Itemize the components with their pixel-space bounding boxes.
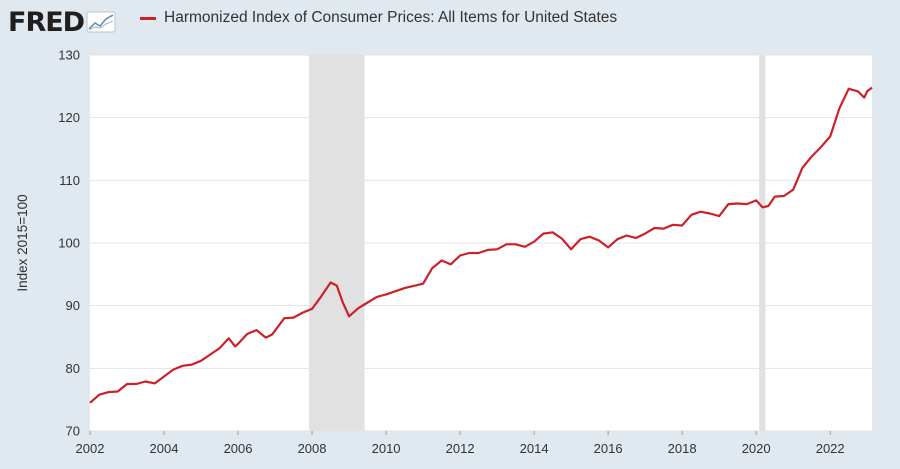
gridlines (90, 54, 872, 432)
x-tick-label: 2018 (668, 441, 697, 456)
y-axis-title: Index 2015=100 (15, 194, 30, 291)
y-tick-label: 70 (66, 424, 80, 439)
x-tick-label: 2010 (372, 441, 401, 456)
x-tick-label: 2014 (520, 441, 549, 456)
x-axis-ticks: 2002 2004 2006 2008 2010 2012 2014 2016 2018 2020… (76, 431, 845, 456)
y-tick-label: 110 (59, 173, 80, 188)
x-tick-label: 2002 (76, 441, 105, 456)
y-tick-label: 80 (66, 361, 80, 376)
series-line (89, 86, 873, 404)
x-tick-label: 2008 (298, 441, 327, 456)
fred-logo[interactable]: FRED (8, 6, 116, 38)
chart-legend: Harmonized Index of Consumer Prices: All… (140, 9, 617, 27)
fred-logo-text: FRED (8, 6, 85, 38)
sparkline-chart-icon (86, 11, 116, 33)
x-tick-label: 2004 (150, 441, 179, 456)
x-tick-label: 2020 (742, 441, 771, 456)
y-tick-label: 90 (66, 298, 80, 313)
y-tick-label: 130 (58, 48, 80, 63)
y-tick-label: 120 (58, 110, 80, 125)
y-tick-label: 100 (58, 236, 80, 251)
y-axis-ticks: 70 80 90 100 110 120 130 (58, 48, 80, 439)
legend-label: Harmonized Index of Consumer Prices: All… (164, 9, 618, 26)
x-tick-label: 2012 (446, 441, 475, 456)
x-tick-label: 2006 (224, 441, 253, 456)
x-tick-label: 2022 (816, 441, 845, 456)
legend-swatch (140, 16, 156, 20)
x-tick-label: 2016 (594, 441, 623, 456)
